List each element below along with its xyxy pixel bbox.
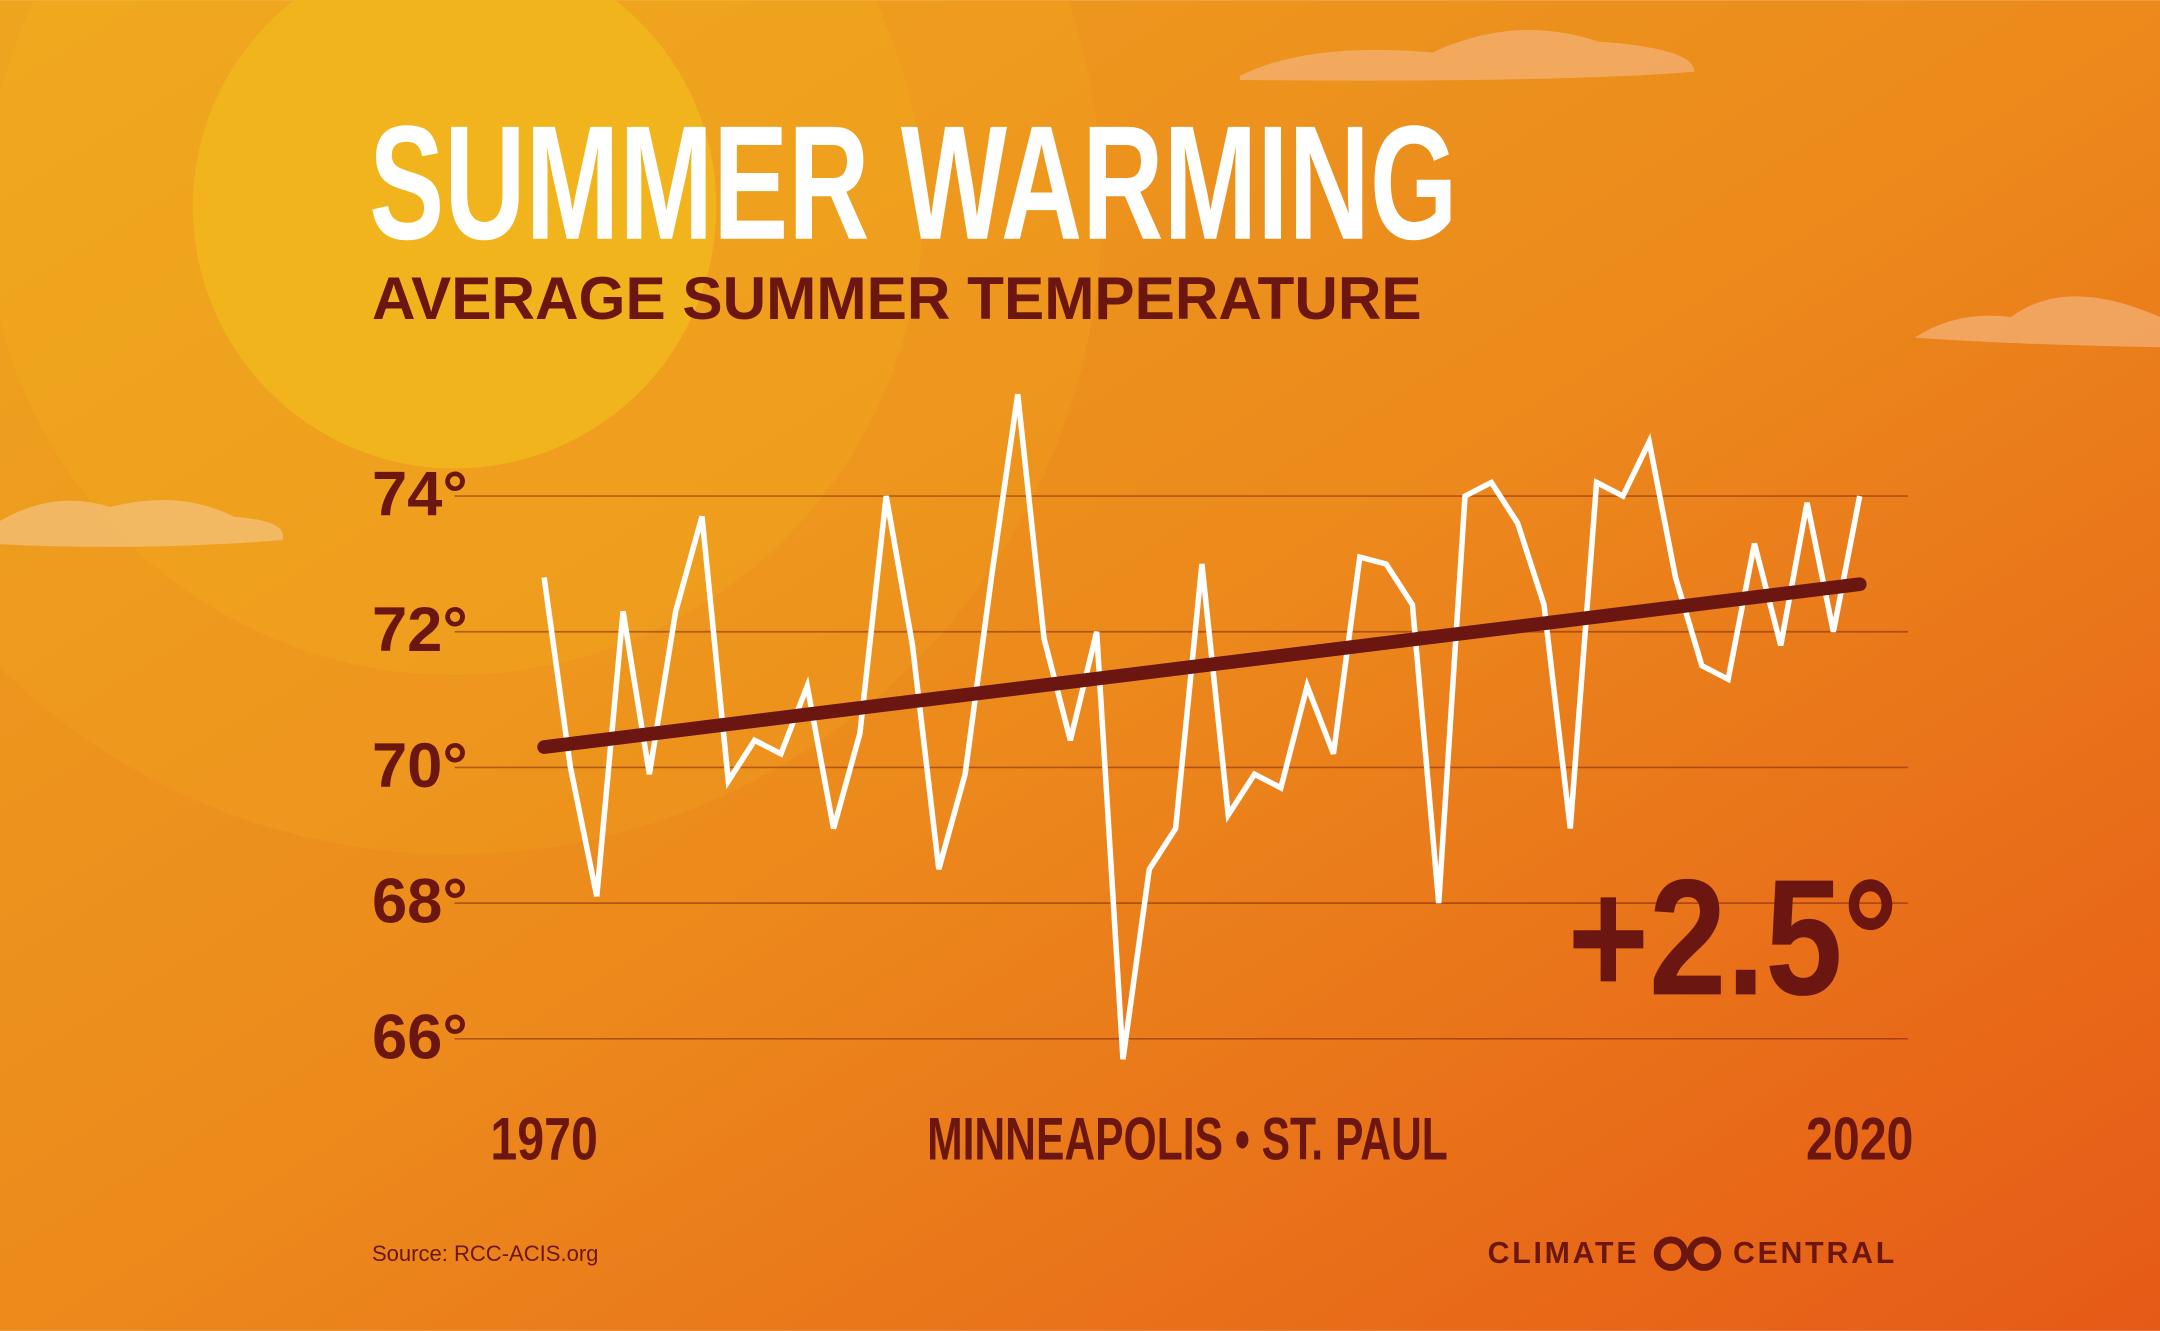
y-tick-label: 70° [372,731,468,801]
y-tick-label: 68° [372,867,468,937]
logo-ring [1653,1236,1689,1271]
x-tick-label: 1970 [490,1105,597,1173]
brand: CENTRAL [1733,1237,1897,1270]
trend-line [537,577,1867,754]
cloud [0,500,284,547]
brand-logo [1653,1236,1722,1271]
cloud [1239,29,1695,81]
brand: CLIMATE [1488,1237,1640,1270]
cloud [1914,296,2160,348]
y-tick-label: 72° [372,595,468,665]
source: Source: RCC-ACIS.org [372,1241,599,1266]
x-tick-label: 2020 [1806,1105,1913,1173]
location-label: MINNEAPOLIS • ST. PAUL [927,1105,1448,1173]
y-tick-label: 66° [372,1002,468,1072]
annotation: +2.5° [1568,845,1899,1030]
data-line [541,393,1863,1060]
logo-ring [1686,1236,1722,1271]
chart-title: SUMMER WARMING [369,93,1457,274]
chart-subtitle: AVERAGE SUMMER TEMPERATURE [372,264,1422,332]
sun [192,0,717,469]
y-tick-label: 74° [372,460,468,530]
